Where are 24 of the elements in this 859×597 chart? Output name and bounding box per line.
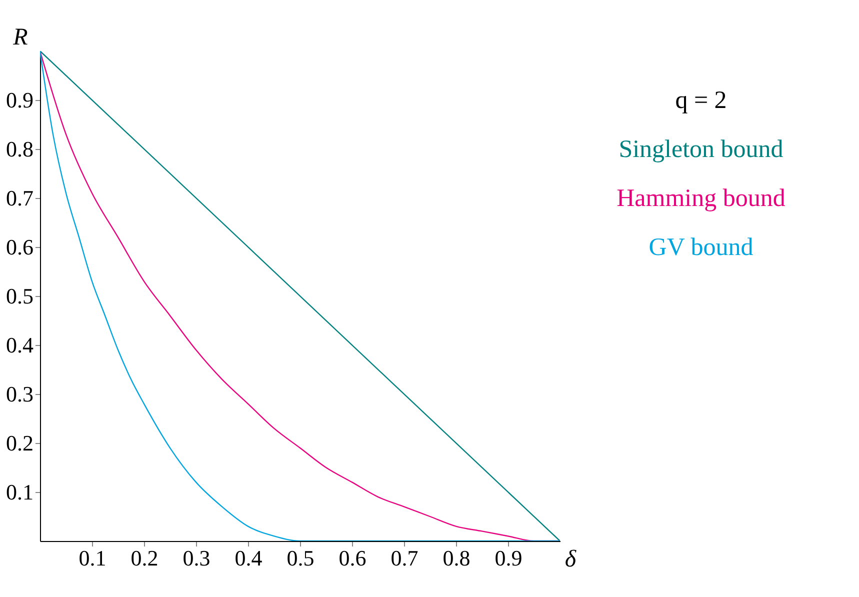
y-tick-label: 0.5 [6, 284, 34, 308]
x-tick-label: 0.4 [234, 546, 262, 570]
x-tick-label: 0.1 [78, 546, 106, 570]
text: Singleton bound [618, 136, 784, 163]
x-tick-label: 0.9 [494, 546, 522, 570]
y-tick-label: 0.3 [6, 382, 34, 406]
text: q = 2 [675, 87, 727, 114]
x-tick-label: 0.7 [390, 546, 418, 570]
x-tick-label: 0.5 [286, 546, 314, 570]
y-tick-label: 0.6 [6, 234, 34, 260]
text: Hamming bound [616, 185, 786, 212]
x-axis-title: δ [564, 546, 577, 572]
x-tick-label: 0.8 [442, 546, 470, 570]
y-tick-label: 0.7 [6, 186, 34, 210]
y-axis-title: R [12, 24, 28, 50]
y-tick-label: 0.2 [6, 430, 34, 456]
y-tick-label: 0.4 [6, 332, 34, 358]
x-tick-label: 0.6 [338, 546, 366, 570]
y-tick-label: 0.8 [6, 136, 34, 162]
y-tick-label: 0.1 [6, 480, 34, 504]
y-tick-label: 0.9 [6, 88, 34, 112]
text: GV bound [648, 234, 754, 261]
x-tick-label: 0.3 [182, 546, 210, 570]
x-tick-label: 0.2 [130, 546, 158, 570]
